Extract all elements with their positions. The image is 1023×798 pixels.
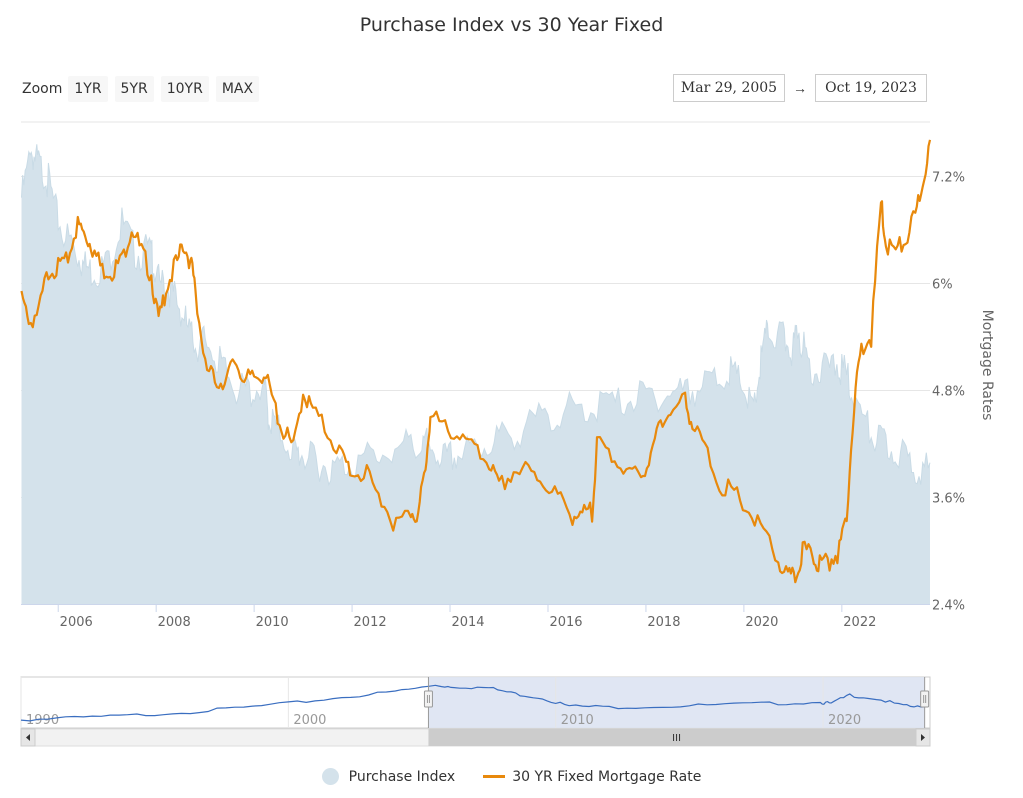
navigator-selection[interactable] xyxy=(428,677,925,728)
chevron-right-icon xyxy=(921,734,925,741)
zoom-max-button[interactable]: MAX xyxy=(215,76,260,102)
x-tick-label: 2014 xyxy=(451,615,484,630)
x-tick-label: 2008 xyxy=(158,615,191,630)
navigator-tick-label: 2020 xyxy=(828,713,861,728)
zoom-10yr-button[interactable]: 10YR xyxy=(160,76,209,102)
navigator[interactable]: 1990 2000 2010 2020 xyxy=(20,676,931,747)
x-tick-label: 2010 xyxy=(256,615,289,630)
chart-title: Purchase Index vs 30 Year Fixed xyxy=(359,14,664,36)
legend: Purchase Index 30 YR Fixed Mortgage Rate xyxy=(0,768,1023,785)
zoom-label: Zoom xyxy=(22,81,63,97)
legend-line-symbol xyxy=(483,775,506,778)
chevron-left-icon xyxy=(26,734,30,741)
purchase-index-area-edge xyxy=(21,144,931,487)
range-separator: → xyxy=(793,80,807,96)
x-tick-label: 2006 xyxy=(60,615,93,630)
y-axis-title: Mortgage Rates xyxy=(979,310,995,421)
x-axis: 2006 2008 2010 2012 2014 2016 2018 2020 2022 xyxy=(57,604,876,630)
mortgage-rate-line xyxy=(20,139,932,584)
legend-label-purchase-index: Purchase Index xyxy=(348,768,456,785)
y-tick-label: 2.4% xyxy=(932,599,965,614)
navigator-handle-right[interactable] xyxy=(920,690,930,708)
range-to-input[interactable]: Oct 19, 2023 xyxy=(815,74,927,102)
navigator-tick-label: 1990 xyxy=(26,713,59,728)
x-tick-label: 2022 xyxy=(843,615,876,630)
navigator-tick-label: 2010 xyxy=(561,713,594,728)
legend-item-purchase-index[interactable]: Purchase Index xyxy=(321,768,456,785)
navigator-series-line xyxy=(20,684,925,722)
legend-area-symbol xyxy=(321,768,339,785)
date-range-selector: Mar 29, 2005 → Oct 19, 2023 xyxy=(673,73,927,103)
y-tick-label: 4.8% xyxy=(932,385,965,400)
zoom-controls: Zoom 1YR 5YR 10YR MAX xyxy=(22,75,266,103)
legend-label-mortgage-rate: 30 YR Fixed Mortgage Rate xyxy=(512,768,702,785)
y-tick-label: 3.6% xyxy=(932,492,965,507)
x-tick-label: 2020 xyxy=(745,615,778,630)
y-tick-label: 7.2% xyxy=(932,171,965,186)
zoom-5yr-button[interactable]: 5YR xyxy=(114,76,154,102)
navigator-handle-left[interactable] xyxy=(423,690,433,708)
mortgage-rate-path xyxy=(20,139,932,584)
x-tick-label: 2016 xyxy=(549,615,582,630)
y-tick-label: 6% xyxy=(932,278,953,293)
y-axis-right: 2.4% 3.6% 4.8% 6% 7.2% Mortgage Rates xyxy=(932,171,995,614)
purchase-index-area-fill xyxy=(21,144,931,605)
legend-item-mortgage-rate[interactable]: 30 YR Fixed Mortgage Rate xyxy=(483,769,701,785)
x-tick-label: 2012 xyxy=(354,615,387,630)
zoom-1yr-button[interactable]: 1YR xyxy=(68,76,108,102)
range-from-input[interactable]: Mar 29, 2005 xyxy=(673,74,785,102)
x-tick-label: 2018 xyxy=(647,615,680,630)
navigator-tick-label: 2000 xyxy=(293,713,326,728)
purchase-index-area xyxy=(21,144,931,605)
